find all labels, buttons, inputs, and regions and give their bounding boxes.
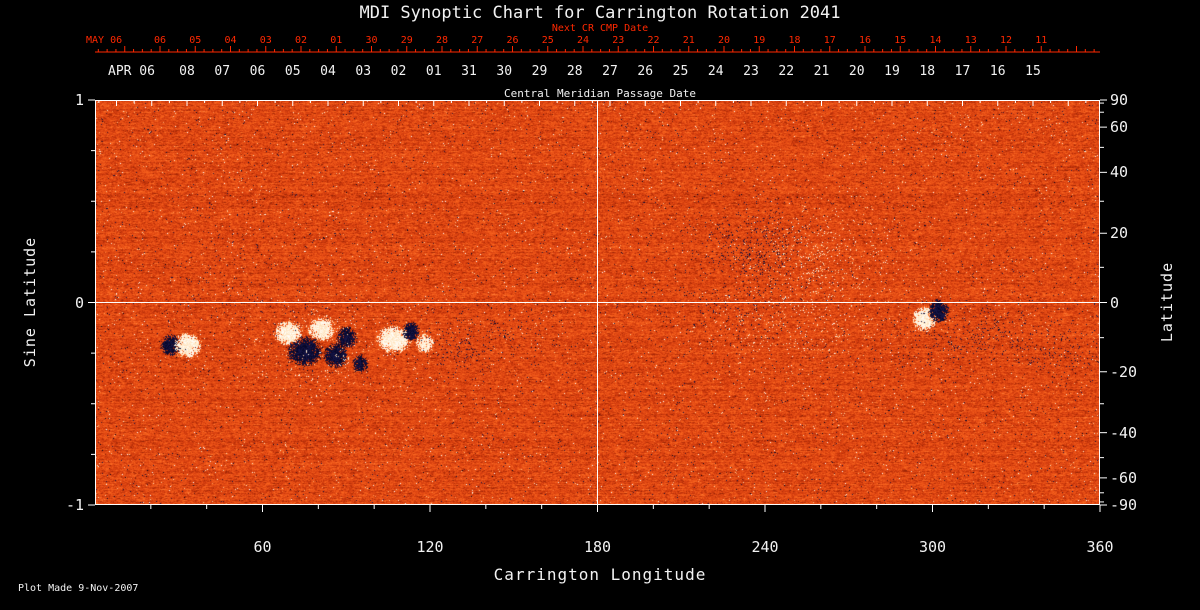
cmp-day-label: 01 — [425, 64, 442, 79]
next-cr-day-label: 21 — [682, 35, 695, 46]
cmp-day-label: 25 — [672, 64, 689, 79]
y-right-tick-label: -90 — [1110, 496, 1138, 514]
cmp-day-label: 31 — [461, 64, 477, 79]
next-cr-day-label: 25 — [541, 35, 554, 46]
next-cr-label: Next CR CMP Date — [551, 23, 649, 34]
cmp-day-label: 02 — [390, 64, 407, 79]
y-right-axis-title: Latitude — [1158, 261, 1176, 343]
cmp-day-label: 28 — [566, 64, 583, 79]
x-axis-title: Carrington Longitude — [493, 565, 707, 584]
cmp-day-label: 24 — [707, 64, 724, 79]
y-right-tick-label: -40 — [1110, 423, 1138, 442]
cmp-month-label: APR 06 — [108, 64, 155, 79]
y-right-tick-label: -60 — [1110, 468, 1138, 487]
page-title: MDI Synoptic Chart for Carrington Rotati… — [359, 3, 841, 23]
y-right-tick-label: 90 — [1110, 91, 1129, 109]
cmp-day-label: 19 — [884, 64, 900, 79]
next-cr-day-label: 17 — [823, 35, 836, 46]
x-tick-label: 60 — [253, 538, 272, 556]
plot-made-footer: Plot Made 9-Nov-2007 — [18, 583, 139, 594]
next-cr-day-label: 16 — [858, 35, 872, 46]
cmp-day-label: 07 — [214, 64, 231, 79]
y-right-tick-label: 60 — [1110, 118, 1129, 137]
next-cr-day-label: 22 — [647, 35, 660, 46]
next-cr-day-label: 04 — [224, 35, 237, 46]
x-tick-label: 240 — [751, 538, 779, 556]
next-cr-day-label: 26 — [506, 35, 519, 46]
next-cr-day-label: 27 — [471, 35, 484, 46]
cmp-day-label: 27 — [602, 64, 618, 79]
cmp-day-label: 30 — [496, 64, 513, 79]
y-right-tick-label: 40 — [1110, 163, 1129, 182]
x-tick-label: 120 — [416, 538, 444, 556]
y-left-tick-label: 0 — [74, 293, 84, 312]
cmp-day-label: 20 — [848, 64, 865, 79]
next-cr-day-label: 05 — [189, 35, 202, 46]
cmp-day-label: 26 — [637, 64, 654, 79]
next-cr-day-label: 18 — [788, 35, 801, 46]
x-tick-label: 300 — [918, 538, 947, 556]
next-cr-day-label: 28 — [435, 35, 449, 46]
next-cr-day-label: 24 — [576, 35, 590, 46]
cmp-day-label: 05 — [284, 64, 301, 79]
next-cr-day-label: 23 — [612, 35, 625, 46]
next-cr-day-label: 15 — [894, 35, 907, 46]
next-cr-day-label: 14 — [929, 35, 942, 46]
next-cr-day-label: 20 — [717, 35, 731, 46]
cmp-axis-title: Central Meridian Passage Date — [503, 87, 697, 100]
cmp-day-label: 22 — [778, 64, 795, 79]
next-cr-day-label: 01 — [330, 35, 343, 46]
cmp-day-label: 23 — [743, 64, 759, 79]
cmp-day-label: 21 — [813, 64, 830, 79]
next-cr-day-label: 19 — [753, 35, 766, 46]
next-cr-day-label: 29 — [400, 35, 413, 46]
next-cr-day-label: 13 — [964, 35, 977, 46]
cmp-day-label: 04 — [320, 64, 336, 79]
next-cr-month-label: MAY 06 — [86, 35, 123, 46]
next-cr-day-label: 11 — [1035, 35, 1048, 46]
cmp-day-label: 03 — [355, 64, 372, 79]
cmp-day-label: 17 — [954, 64, 971, 79]
next-cr-day-label: 03 — [259, 35, 272, 46]
next-cr-day-label: 12 — [999, 35, 1013, 46]
cmp-day-label: 06 — [249, 64, 266, 79]
cmp-day-label: 08 — [179, 64, 195, 79]
cmp-day-label: 18 — [919, 64, 936, 79]
y-left-tick-label: 1 — [74, 91, 84, 109]
y-right-tick-label: 20 — [1110, 224, 1129, 243]
cmp-day-label: 16 — [989, 64, 1006, 79]
next-cr-day-label: 30 — [365, 35, 378, 46]
y-right-tick-label: 0 — [1110, 293, 1120, 312]
next-cr-day-label: 02 — [294, 35, 308, 46]
cmp-day-label: 15 — [1025, 64, 1041, 79]
y-right-tick-label: -20 — [1110, 362, 1138, 381]
cmp-day-label: 29 — [531, 64, 548, 79]
x-tick-label: 180 — [583, 538, 612, 556]
y-left-tick-label: -1 — [65, 496, 84, 514]
next-cr-day-label: 06 — [153, 35, 167, 46]
x-tick-label: 360 — [1086, 538, 1114, 556]
